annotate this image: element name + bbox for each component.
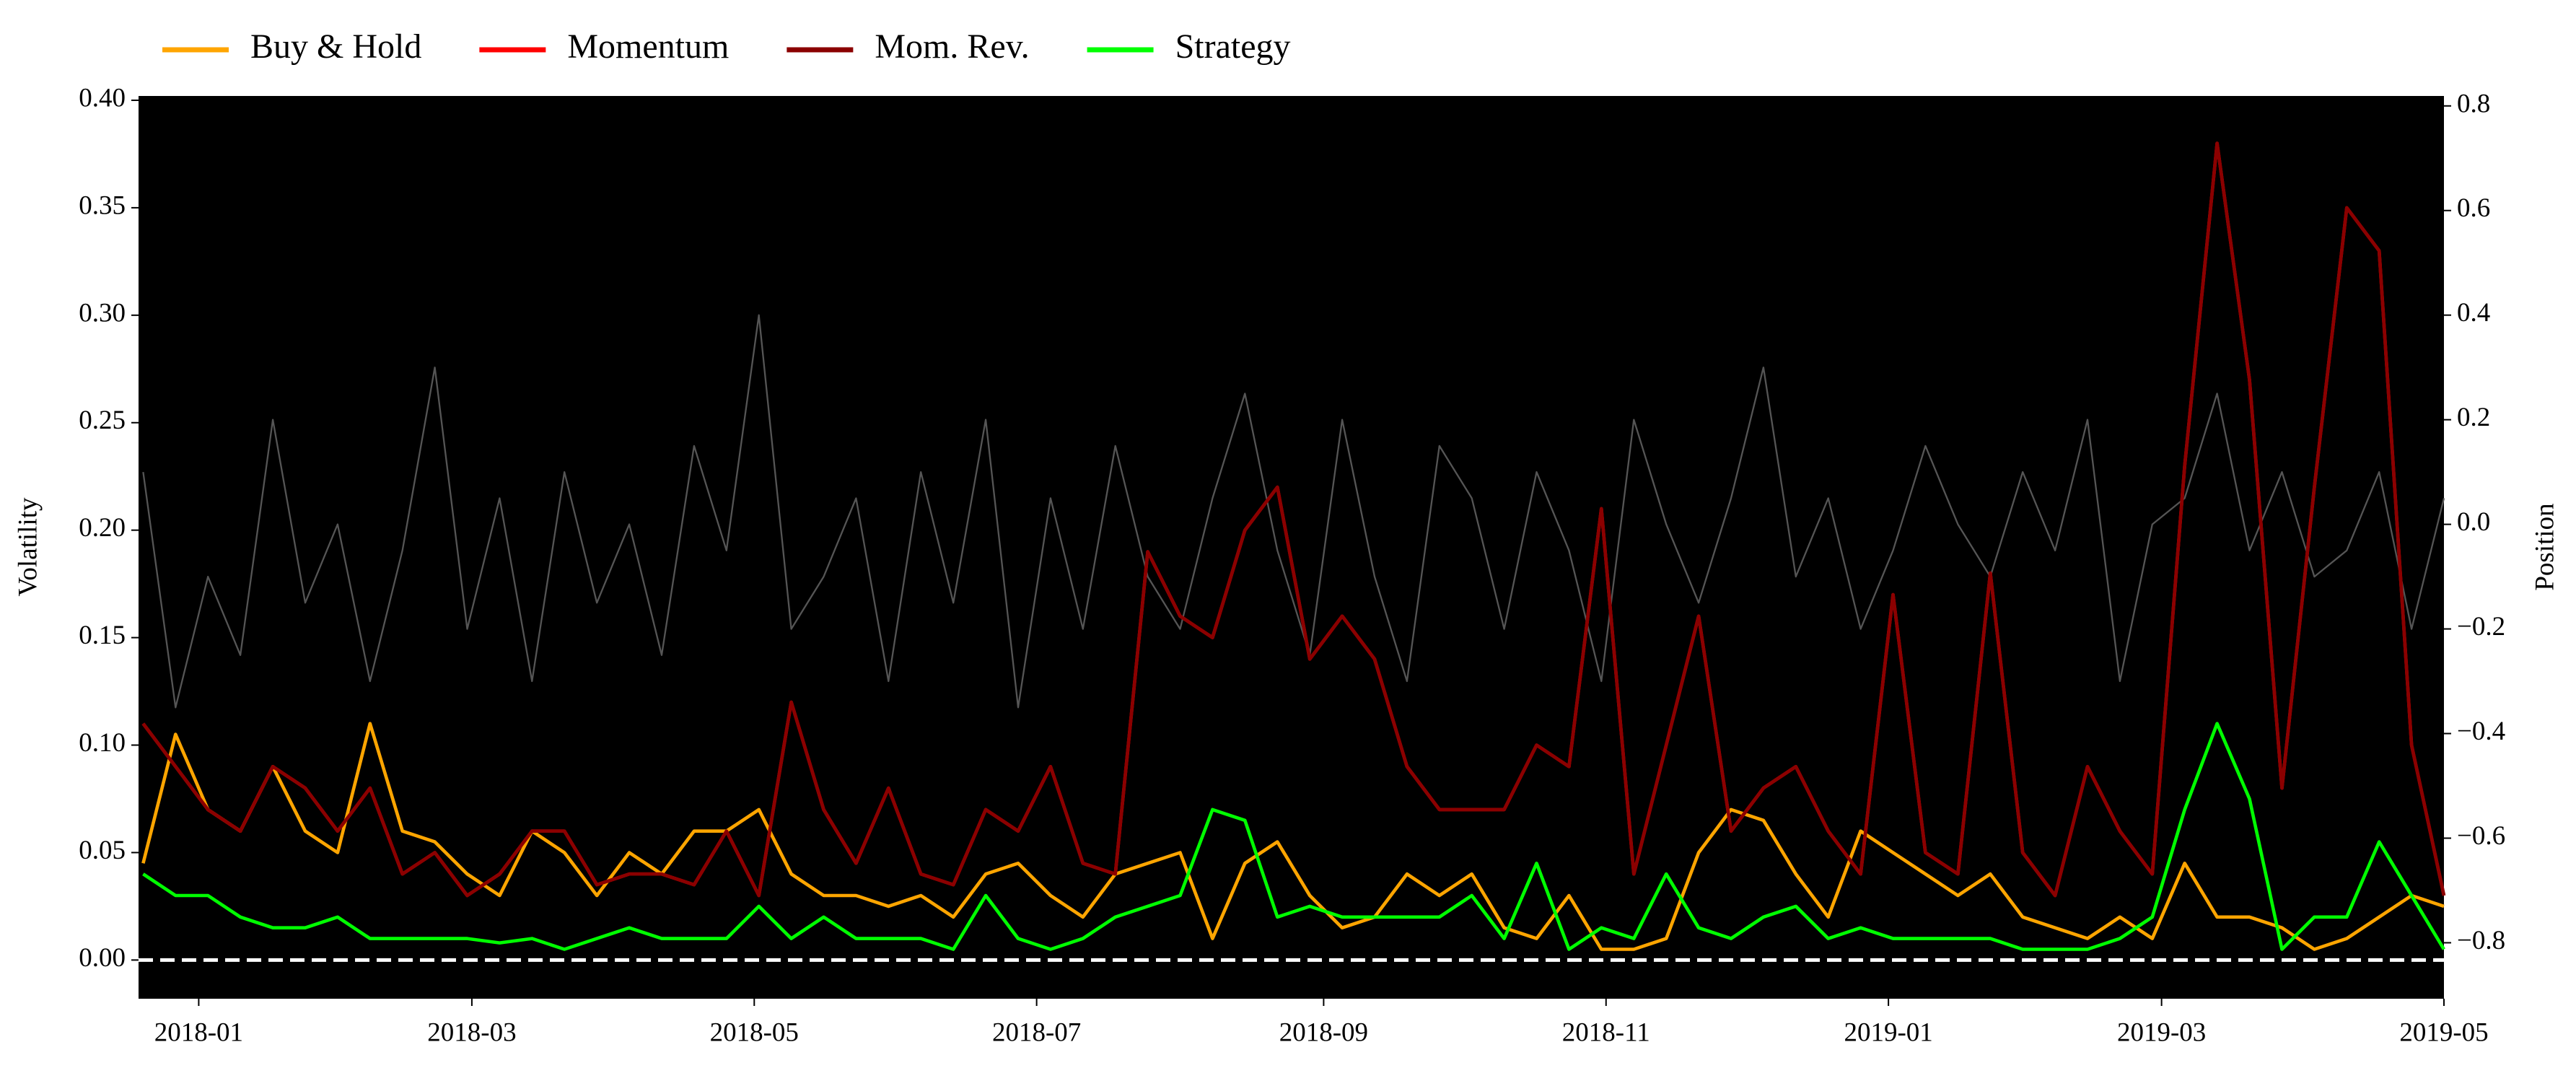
y-tick-label: 0.05 (79, 836, 126, 865)
x-tick-label: 2018-05 (710, 1017, 799, 1047)
y-tick-label: 0.25 (79, 406, 126, 435)
legend-label: Strategy (1175, 27, 1291, 66)
y2-tick-label: −0.6 (2457, 821, 2505, 851)
y2-tick-label: 0.8 (2457, 89, 2490, 118)
y2-tick-label: −0.4 (2457, 717, 2505, 746)
y2-tick-label: 0.6 (2457, 193, 2490, 223)
x-tick-label: 2018-11 (1562, 1017, 1650, 1047)
y2-tick-label: −0.8 (2457, 926, 2505, 955)
legend-label: Mom. Rev. (875, 27, 1029, 66)
x-tick-label: 2019-05 (2399, 1017, 2488, 1047)
y2-tick-label: 0.2 (2457, 403, 2490, 432)
series-line (141, 141, 2446, 898)
x-tick-label: 2019-01 (1844, 1017, 1932, 1047)
series-line (142, 722, 2445, 951)
legend-label: Momentum (567, 27, 729, 66)
y-tick-label: 0.30 (79, 298, 126, 328)
x-tick-label: 2018-01 (154, 1017, 243, 1047)
legend-label: Buy & Hold (250, 27, 421, 66)
series-line (142, 314, 2445, 709)
y-tick-label: 0.10 (79, 728, 126, 758)
y-tick-label: 0.20 (79, 513, 126, 543)
y2-tick-label: 0.0 (2457, 507, 2490, 537)
x-tick-label: 2018-09 (1279, 1017, 1368, 1047)
y-tick-label: 0.00 (79, 943, 126, 973)
x-tick-label: 2019-03 (2117, 1017, 2206, 1047)
y2-axis-label: Position (2530, 503, 2559, 590)
y-axis-label: Volatility (13, 497, 43, 597)
y2-tick-label: −0.2 (2457, 612, 2505, 642)
y2-tick-label: 0.4 (2457, 298, 2490, 328)
x-tick-label: 2018-07 (992, 1017, 1081, 1047)
y-tick-label: 0.40 (79, 83, 126, 113)
series-line (141, 722, 2445, 951)
y-tick-label: 0.35 (79, 191, 126, 220)
x-tick-label: 2018-03 (427, 1017, 516, 1047)
y-tick-label: 0.15 (79, 621, 126, 650)
